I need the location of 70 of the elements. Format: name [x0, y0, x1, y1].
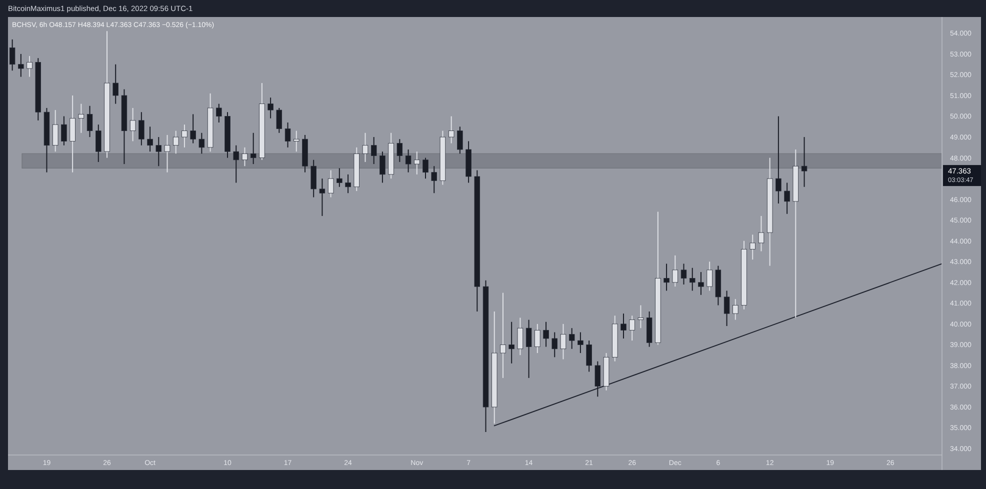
candlestick [517, 317, 524, 356]
candlestick [284, 122, 291, 148]
candlestick [310, 159, 316, 198]
candlestick [732, 298, 738, 320]
candlestick [78, 103, 84, 134]
candlestick [112, 64, 118, 104]
candlestick [396, 138, 403, 162]
candlestick [233, 144, 239, 184]
candlestick [526, 319, 532, 378]
candlestick [414, 151, 420, 175]
candlestick [198, 132, 205, 154]
candlestick [276, 107, 282, 134]
candlestick [362, 132, 368, 162]
candlestick [9, 38, 16, 72]
candlestick [543, 321, 549, 348]
candlestick [552, 332, 558, 358]
candlestick [698, 272, 704, 296]
candlestick [216, 103, 222, 123]
candlestick [457, 126, 463, 154]
candlestick [147, 126, 153, 152]
candlestick [680, 263, 687, 285]
candlestick [345, 174, 351, 194]
candlestick [448, 116, 454, 144]
candlestick [776, 116, 782, 204]
candlestick [560, 323, 566, 360]
candlestick [431, 166, 437, 194]
candlestick [336, 168, 342, 188]
candlestick [706, 261, 712, 292]
candlestick [578, 332, 584, 354]
candlestick [422, 157, 428, 180]
candlestick [638, 304, 644, 329]
candlestick [26, 56, 32, 78]
candlestick [534, 323, 540, 354]
candlestick [52, 110, 58, 152]
candlestick [594, 360, 601, 398]
candlestick [96, 124, 102, 162]
candlestick [86, 105, 93, 138]
candlestick [164, 134, 170, 173]
candlestick [380, 151, 386, 184]
candlestick [70, 95, 76, 173]
candlestick [500, 292, 506, 378]
candlestick [568, 328, 575, 350]
candlestick [18, 53, 24, 78]
candlestick [664, 263, 670, 292]
candlestick [190, 114, 196, 144]
candlestick [61, 116, 67, 146]
candlestick [328, 170, 334, 198]
candlestick [172, 130, 179, 154]
candlestick [156, 136, 162, 167]
candlestick [268, 97, 274, 119]
candlestick [182, 124, 188, 148]
candlestick [672, 254, 678, 288]
candlestick [784, 182, 790, 214]
candlestick [242, 146, 248, 167]
candlestick [138, 112, 144, 146]
candlestick [750, 234, 756, 260]
candlestick [508, 321, 514, 364]
candlestick [724, 290, 730, 327]
candlestick [801, 136, 808, 188]
candlestick [370, 136, 377, 165]
candlestick [689, 267, 696, 292]
candlestick [758, 215, 764, 252]
candlestick [586, 340, 592, 372]
candlestick [130, 107, 136, 142]
candlestick [319, 178, 326, 216]
candlestick [294, 130, 300, 152]
candlestick [620, 313, 626, 339]
candlestick [405, 149, 412, 173]
candlestick [629, 315, 635, 342]
candlestick [250, 132, 256, 165]
